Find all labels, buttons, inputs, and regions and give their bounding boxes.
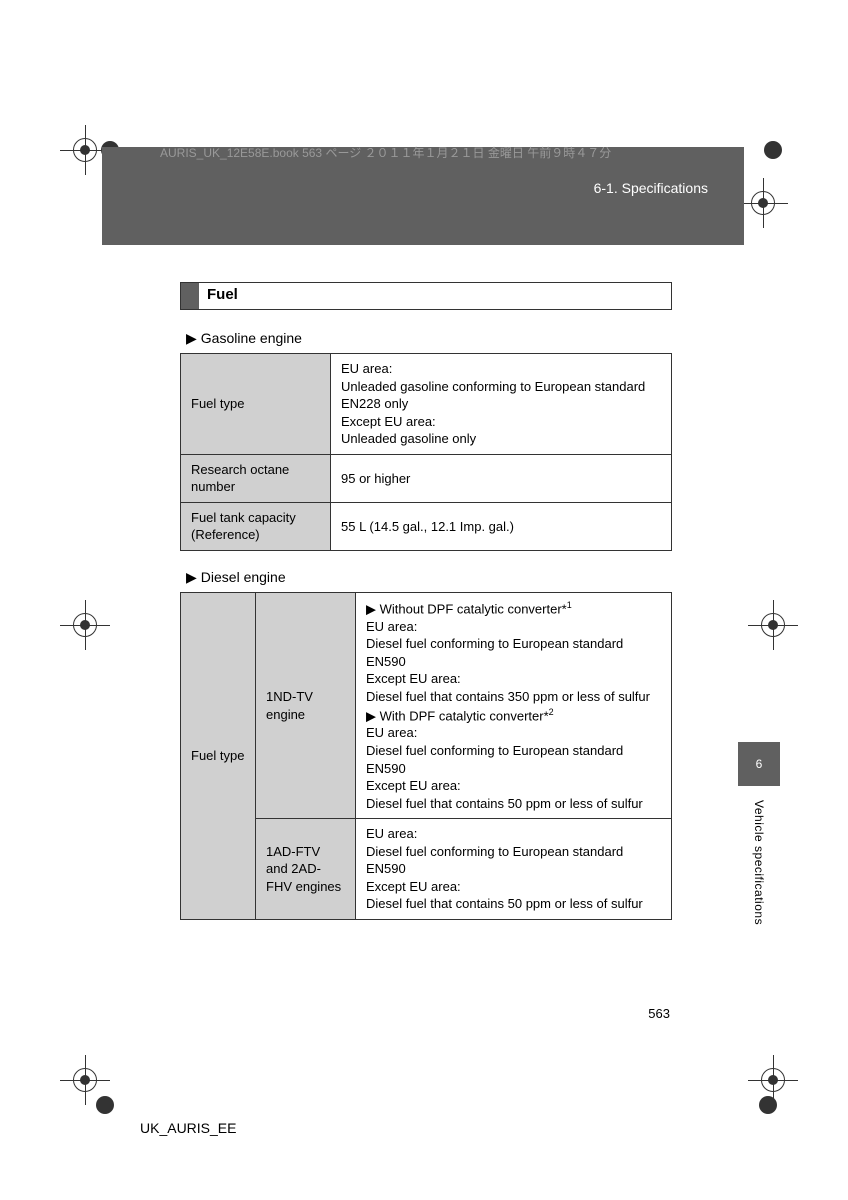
table-row: Fuel tank capacity (Reference) 55 L (14.… (181, 502, 672, 550)
triangle-icon: ▶ (186, 569, 197, 586)
table-row: Research octane number 95 or higher (181, 454, 672, 502)
section-title-text: Fuel (207, 286, 238, 303)
page-content: Fuel ▶Gasoline engine Fuel type EU area:… (180, 282, 672, 938)
crop-mark-bl2 (80, 1080, 130, 1130)
section-tab-icon (181, 283, 199, 309)
header-bar (102, 147, 744, 245)
crop-mark-ml (60, 600, 110, 650)
print-watermark: AURIS_UK_12E58E.book 563 ページ ２０１１年１月２１日 … (160, 144, 611, 161)
cell-label-engine: 1AD-FTV and 2AD-FHV engines (256, 819, 356, 920)
chapter-tab: 6 (738, 742, 780, 786)
diesel-table: Fuel type 1ND-TV engine ▶ Without DPF ca… (180, 592, 672, 920)
footer-document-id: UK_AURIS_EE (140, 1120, 236, 1136)
cell-value: 55 L (14.5 gal., 12.1 Imp. gal.) (331, 502, 672, 550)
table-row: Fuel type EU area: Unleaded gasoline con… (181, 354, 672, 455)
cell-value: ▶ Without DPF catalytic converter*1 EU a… (356, 592, 672, 818)
chapter-side-label: Vehicle specifications (752, 800, 766, 925)
section-title-fuel: Fuel (180, 282, 672, 310)
cell-label: Fuel tank capacity (Reference) (181, 502, 331, 550)
page-number: 563 (648, 1006, 670, 1021)
triangle-icon: ▶ (186, 330, 197, 347)
gasoline-subtitle: ▶Gasoline engine (186, 330, 672, 347)
crop-mark-mr (748, 600, 798, 650)
crop-mark-tr2 (738, 178, 788, 228)
cell-label: Research octane number (181, 454, 331, 502)
crop-mark-tr (748, 125, 798, 175)
diesel-subtitle: ▶Diesel engine (186, 569, 672, 586)
cell-label-fueltype: Fuel type (181, 592, 256, 919)
cell-value: EU area: Unleaded gasoline conforming to… (331, 354, 672, 455)
table-row: Fuel type 1ND-TV engine ▶ Without DPF ca… (181, 592, 672, 818)
gasoline-table: Fuel type EU area: Unleaded gasoline con… (180, 353, 672, 551)
cell-value: EU area: Diesel fuel conforming to Europ… (356, 819, 672, 920)
cell-label-engine: 1ND-TV engine (256, 592, 356, 818)
cell-value: 95 or higher (331, 454, 672, 502)
header-section-label: 6-1. Specifications (594, 180, 708, 196)
crop-mark-br2 (743, 1080, 793, 1130)
cell-label: Fuel type (181, 354, 331, 455)
